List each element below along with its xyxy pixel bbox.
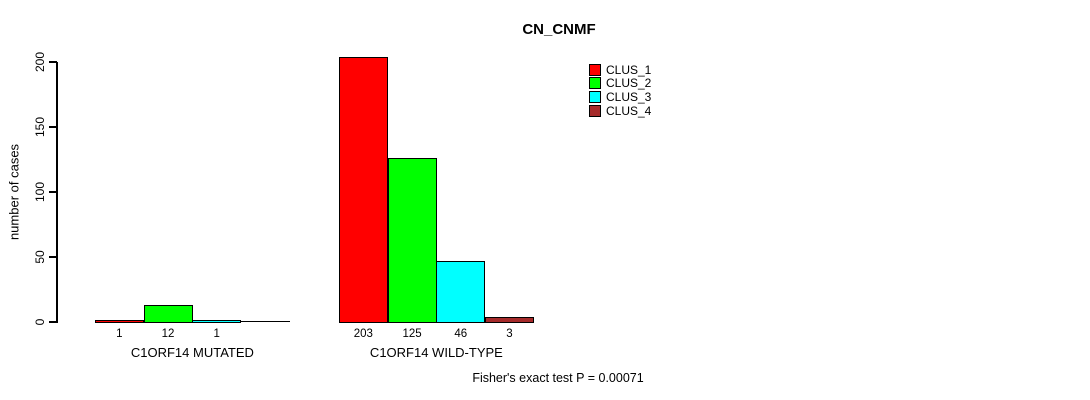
y-tick-label: 100 [33, 181, 47, 203]
legend-swatch-icon [589, 63, 601, 76]
legend: CLUS_1 CLUS_2 CLUS_3 CLUS_4 [589, 63, 652, 118]
y-tick-mark [49, 126, 57, 128]
bar-clus_4 [485, 317, 534, 323]
bar-clus_1 [95, 320, 144, 323]
bar-value-label: 46 [454, 328, 468, 340]
legend-label: CLUS_2 [606, 76, 652, 91]
legend-row: CLUS_3 [589, 90, 651, 104]
y-tick-label: 0 [33, 318, 47, 326]
y-tick-label: 200 [33, 51, 47, 73]
group-label: C1ORF14 WILD-TYPE [369, 345, 503, 360]
legend-row: CLUS_2 [589, 76, 652, 91]
y-axis-label: number of cases [6, 143, 22, 241]
legend-swatch-icon [589, 104, 601, 117]
bar-clus_4-zero [241, 320, 290, 322]
y-tick-label: 50 [33, 250, 47, 264]
legend-label: CLUS_3 [606, 89, 652, 104]
chart-title: CN_CNMF [522, 21, 596, 38]
bar-value-label: 3 [506, 328, 513, 340]
legend-label: CLUS_4 [606, 103, 652, 118]
legend-row: CLUS_4 [589, 104, 651, 118]
bar-value-label: 203 [353, 328, 373, 340]
legend-label: CLUS_1 [606, 62, 652, 77]
bar-value-label: 1 [213, 328, 220, 340]
bar-clus_2 [144, 305, 193, 323]
y-tick-mark [49, 321, 57, 323]
y-tick-mark [49, 61, 57, 63]
y-tick-mark [49, 191, 57, 193]
legend-swatch-icon [589, 90, 601, 103]
group-label: C1ORF14 MUTATED [130, 345, 254, 360]
fisher-test-annotation: Fisher's exact test P = 0.00071 [472, 371, 644, 385]
bar-clus_3 [436, 261, 485, 323]
bar-clus_1 [339, 57, 388, 323]
y-tick-mark [49, 256, 57, 258]
bar-value-label: 1 [116, 328, 123, 340]
bar-value-label: 125 [402, 328, 422, 340]
legend-swatch-icon [589, 77, 601, 90]
bar-clus_3 [192, 320, 241, 323]
legend-row: CLUS_1 [589, 63, 651, 77]
bar-clus_2 [388, 158, 437, 323]
y-tick-label: 150 [33, 116, 47, 138]
bar-value-label: 12 [161, 328, 175, 340]
